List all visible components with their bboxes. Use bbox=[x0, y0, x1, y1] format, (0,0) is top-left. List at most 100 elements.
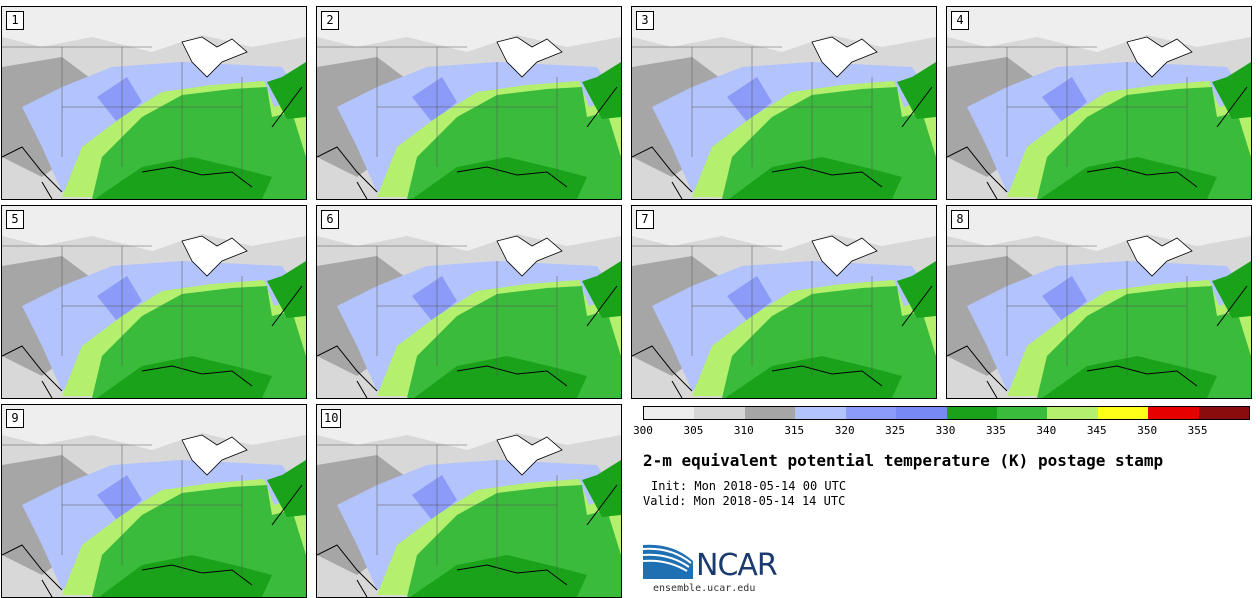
member-map-3 bbox=[632, 7, 936, 199]
colorbar-segment bbox=[996, 407, 1048, 419]
member-panel-9: 9 bbox=[1, 404, 307, 598]
valid-time: Valid: Mon 2018-05-14 14 UTC bbox=[643, 494, 846, 508]
colorbar-tick-label: 325 bbox=[885, 424, 906, 437]
canada-region bbox=[317, 405, 621, 450]
great-lakes-shape bbox=[181, 235, 248, 277]
atlantic-region bbox=[582, 460, 621, 517]
colorbar-tick-label: 315 bbox=[784, 424, 805, 437]
gulf-moist-region bbox=[95, 157, 272, 199]
colorbar-tick-label: 340 bbox=[1036, 424, 1057, 437]
member-panel-8: 8 bbox=[946, 205, 1252, 399]
colorbar-segment bbox=[1097, 407, 1149, 419]
member-number-9: 9 bbox=[6, 409, 24, 428]
gulf-moist-region bbox=[1042, 356, 1217, 398]
atlantic-region bbox=[267, 261, 306, 318]
atlantic-region bbox=[582, 261, 621, 318]
member-number-7: 7 bbox=[636, 210, 654, 229]
gulf-moist-region bbox=[729, 157, 902, 199]
west-coastline bbox=[632, 146, 693, 199]
colorbar-tick-label: 345 bbox=[1086, 424, 1107, 437]
colorbar-segment bbox=[694, 407, 745, 419]
atlantic-region bbox=[897, 261, 936, 318]
plains-blue-region bbox=[1042, 77, 1087, 122]
gulf-east-coastline bbox=[141, 484, 303, 586]
colorbar-tick-label: 350 bbox=[1137, 424, 1158, 437]
west-coastline bbox=[632, 345, 693, 398]
atlantic-region bbox=[897, 62, 936, 119]
member-map-7 bbox=[632, 206, 936, 398]
member-number-2: 2 bbox=[321, 11, 339, 30]
gulf-east-coastline bbox=[456, 285, 618, 387]
plains-blue-region bbox=[727, 77, 772, 122]
west-coastline bbox=[947, 345, 1008, 398]
colorbar-segment bbox=[1047, 407, 1098, 419]
colorbar-tick-label: 355 bbox=[1187, 424, 1208, 437]
canada-region bbox=[632, 7, 936, 52]
colorbar-segment bbox=[795, 407, 846, 419]
state-borders bbox=[2, 46, 243, 177]
state-borders bbox=[2, 245, 243, 376]
ncar-logo-text: NCAR bbox=[696, 548, 778, 583]
plains-blue-region bbox=[97, 77, 142, 122]
init-time: Init: Mon 2018-05-14 00 UTC bbox=[651, 479, 847, 493]
colorbar-tick-label: 310 bbox=[733, 424, 754, 437]
gulf-moist-region bbox=[412, 157, 587, 199]
canada-region bbox=[947, 7, 1251, 52]
colorbar-segment bbox=[1148, 407, 1199, 419]
great-lakes-shape bbox=[496, 235, 563, 277]
member-map-6 bbox=[317, 206, 621, 398]
member-number-4: 4 bbox=[951, 11, 969, 30]
member-map-2 bbox=[317, 7, 621, 199]
canada-region bbox=[632, 206, 936, 251]
member-number-6: 6 bbox=[321, 210, 339, 229]
state-borders bbox=[947, 46, 1188, 177]
plains-blue-region bbox=[412, 475, 457, 520]
gulf-east-coastline bbox=[141, 285, 303, 387]
canada-region bbox=[2, 206, 306, 251]
state-borders bbox=[317, 245, 558, 376]
great-lakes-shape bbox=[181, 36, 248, 78]
canada-region bbox=[2, 405, 306, 450]
colorbar-tick-label: 300 bbox=[633, 424, 653, 437]
state-borders bbox=[632, 46, 873, 177]
canada-region bbox=[2, 7, 306, 52]
member-panel-10: 10 bbox=[316, 404, 622, 598]
member-panel-5: 5 bbox=[1, 205, 307, 399]
west-coastline bbox=[947, 146, 1008, 199]
member-panel-2: 2 bbox=[316, 6, 622, 200]
atlantic-region bbox=[582, 62, 621, 119]
gulf-east-coastline bbox=[771, 285, 933, 387]
colorbar-segment bbox=[744, 407, 796, 419]
atlantic-region bbox=[1212, 62, 1251, 119]
gulf-moist-region bbox=[410, 555, 587, 597]
plains-blue-region bbox=[412, 276, 457, 321]
atlantic-region bbox=[267, 460, 306, 517]
great-lakes-shape bbox=[811, 235, 878, 277]
member-panel-7: 7 bbox=[631, 205, 937, 399]
gulf-east-coastline bbox=[1086, 86, 1248, 188]
gulf-moist-region bbox=[1040, 157, 1217, 199]
member-map-1 bbox=[2, 7, 306, 199]
gulf-moist-region bbox=[414, 356, 587, 398]
member-panel-6: 6 bbox=[316, 205, 622, 399]
great-lakes-shape bbox=[496, 36, 563, 78]
west-coastline bbox=[317, 345, 378, 398]
plains-blue-region bbox=[97, 475, 142, 520]
gulf-east-coastline bbox=[1086, 285, 1248, 387]
member-panel-1: 1 bbox=[1, 6, 307, 200]
gulf-east-coastline bbox=[141, 86, 303, 188]
ncar-logo-icon bbox=[643, 544, 693, 579]
great-lakes-shape bbox=[811, 36, 878, 78]
figure-title: 2-m equivalent potential temperature (K)… bbox=[643, 451, 1164, 470]
member-number-8: 8 bbox=[951, 210, 969, 229]
member-number-3: 3 bbox=[636, 11, 654, 30]
member-panel-3: 3 bbox=[631, 6, 937, 200]
member-number-1: 1 bbox=[6, 11, 24, 30]
great-lakes-shape bbox=[181, 434, 248, 476]
west-coastline bbox=[2, 146, 63, 199]
member-map-10 bbox=[317, 405, 621, 597]
colorbar-segment bbox=[644, 407, 695, 419]
state-borders bbox=[317, 444, 558, 575]
colorbar-tick-label: 335 bbox=[985, 424, 1006, 437]
member-panel-4: 4 bbox=[946, 6, 1252, 200]
